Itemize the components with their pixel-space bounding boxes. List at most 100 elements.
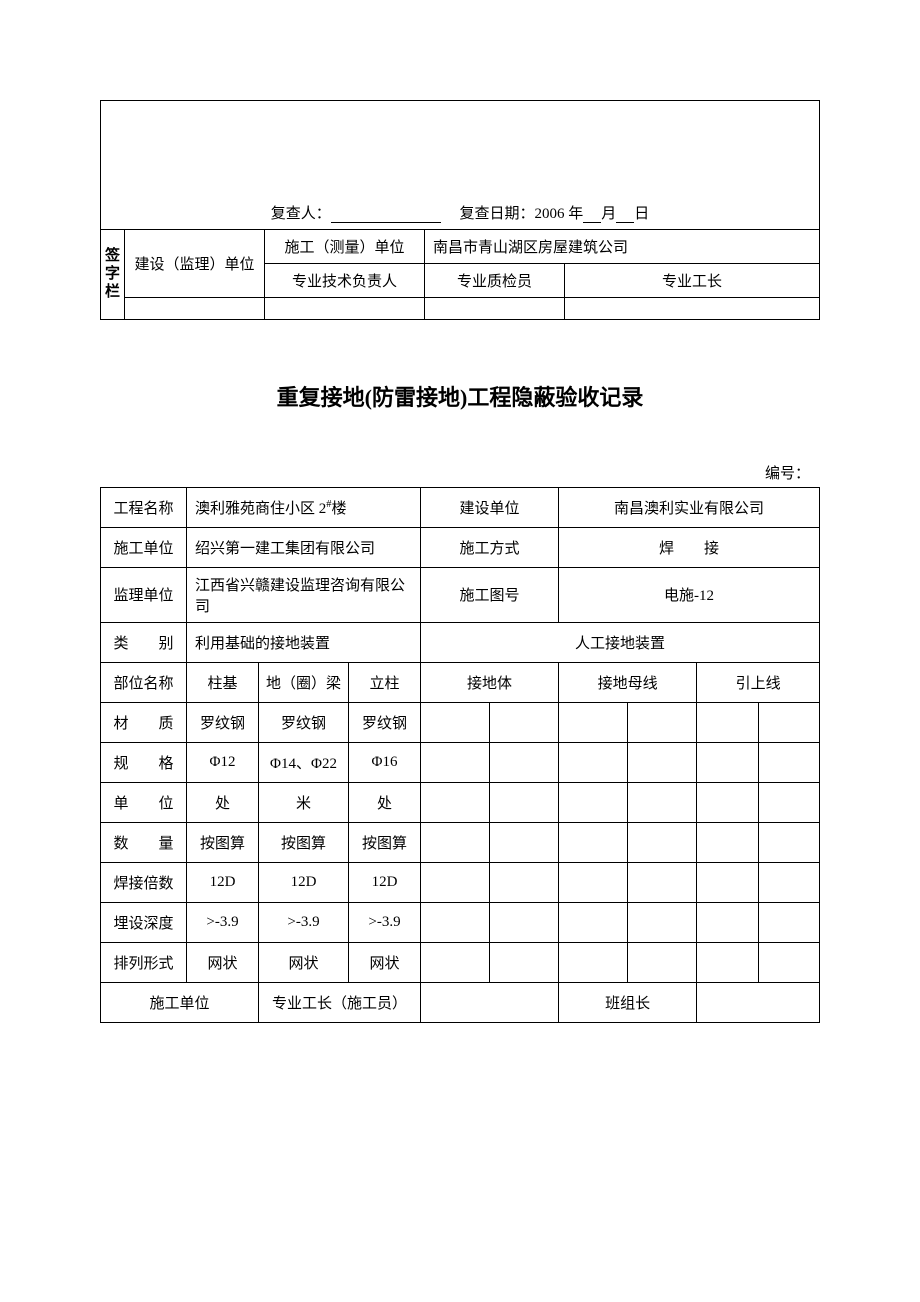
table-cell [697, 702, 758, 742]
day-blank [616, 209, 634, 223]
table-cell [697, 902, 758, 942]
table-cell: 罗纹钢 [259, 702, 349, 742]
table-cell [490, 742, 559, 782]
table-cell: 罗纹钢 [349, 702, 421, 742]
recheck-row: 复查人： 复查日期：2006 年月日 [101, 196, 820, 229]
table-cell: >-3.9 [187, 902, 259, 942]
row-label: 焊接倍数 [101, 862, 187, 902]
table-cell: Φ12 [187, 742, 259, 782]
table-cell [697, 782, 758, 822]
table-cell [758, 782, 819, 822]
table-cell [758, 942, 819, 982]
data-rows-body: 材 质罗纹钢罗纹钢罗纹钢规 格Φ12Φ14、Φ22Φ16单 位处米处数 量按图算… [101, 702, 820, 982]
month-blank [583, 209, 601, 223]
table-cell [758, 862, 819, 902]
table-cell: 12D [349, 862, 421, 902]
col-header-yinshangxian: 引上线 [697, 662, 820, 702]
table-cell [628, 942, 697, 982]
table-cell [421, 702, 490, 742]
prof-quality-inspector-label: 专业质检员 [425, 263, 565, 297]
project-name-label: 工程名称 [101, 487, 187, 527]
table-cell [697, 862, 758, 902]
category-right-value: 人工接地装置 [421, 622, 820, 662]
table-cell [628, 902, 697, 942]
col-header-diquanliang: 地（圈）梁 [259, 662, 349, 702]
footer-blank-2 [697, 982, 820, 1022]
table-cell: 处 [349, 782, 421, 822]
table-cell: 网状 [349, 942, 421, 982]
footer-prof-foreman-label: 专业工长（施工员） [259, 982, 421, 1022]
document-title: 重复接地(防雷接地)工程隐蔽验收记录 [100, 380, 820, 412]
table-cell [421, 822, 490, 862]
table-cell [559, 702, 628, 742]
drawing-no-label: 施工图号 [421, 567, 559, 622]
sig-blank-1 [125, 297, 265, 319]
recheck-person-blank [331, 209, 441, 223]
table-cell [559, 782, 628, 822]
part-name-label: 部位名称 [101, 662, 187, 702]
table-cell [628, 702, 697, 742]
col-header-zhuji: 柱基 [187, 662, 259, 702]
table-cell [421, 742, 490, 782]
row-label: 数 量 [101, 822, 187, 862]
table-cell [490, 902, 559, 942]
col-header-lizhu: 立柱 [349, 662, 421, 702]
table-cell: 网状 [187, 942, 259, 982]
sig-blank-3 [425, 297, 565, 319]
table-cell [559, 822, 628, 862]
construction-method-label: 施工方式 [421, 527, 559, 567]
table-cell [559, 742, 628, 782]
project-name-value: 澳利雅苑商住小区 2#楼 [187, 487, 421, 527]
table-cell: Φ14、Φ22 [259, 742, 349, 782]
table-cell [490, 782, 559, 822]
table-cell [421, 782, 490, 822]
table-row: 单 位处米处 [101, 782, 820, 822]
table-cell [697, 742, 758, 782]
table-row: 埋设深度>-3.9>-3.9>-3.9 [101, 902, 820, 942]
table-cell [758, 902, 819, 942]
prof-foreman-label: 专业工长 [565, 263, 820, 297]
footer-construction-unit-label: 施工单位 [101, 982, 259, 1022]
table-cell [758, 702, 819, 742]
construction-measurement-unit-value: 南昌市青山湖区房屋建筑公司 [425, 229, 820, 263]
construction-supervision-unit-label: 建设（监理）单位 [125, 229, 265, 297]
table-cell [421, 862, 490, 902]
table-cell [697, 822, 758, 862]
construction-unit-value: 绍兴第一建工集团有限公司 [187, 527, 421, 567]
table-cell: >-3.9 [349, 902, 421, 942]
table-cell: 按图算 [349, 822, 421, 862]
prof-tech-leader-label: 专业技术负责人 [265, 263, 425, 297]
table-cell [490, 702, 559, 742]
day-label: 日 [634, 206, 649, 222]
row-label: 单 位 [101, 782, 187, 822]
table-cell [559, 902, 628, 942]
table-cell [421, 942, 490, 982]
table-row: 数 量按图算按图算按图算 [101, 822, 820, 862]
table-cell: 12D [187, 862, 259, 902]
table-cell [559, 942, 628, 982]
construction-unit-label: 施工单位 [101, 527, 187, 567]
table-row: 焊接倍数12D12D12D [101, 862, 820, 902]
table-cell [421, 902, 490, 942]
category-label: 类 别 [101, 622, 187, 662]
signature-vert-header: 签字栏 [101, 229, 125, 319]
table-cell [697, 942, 758, 982]
table-cell [559, 862, 628, 902]
drawing-no-value: 电施-12 [559, 567, 820, 622]
table-cell: 按图算 [259, 822, 349, 862]
table-cell: >-3.9 [259, 902, 349, 942]
construction-method-value: 焊 接 [559, 527, 820, 567]
signature-table: 签字栏 建设（监理）单位 施工（测量）单位 南昌市青山湖区房屋建筑公司 专业技术… [100, 229, 820, 320]
table-cell: Φ16 [349, 742, 421, 782]
table-row: 材 质罗纹钢罗纹钢罗纹钢 [101, 702, 820, 742]
category-left-value: 利用基础的接地装置 [187, 622, 421, 662]
table-cell [628, 782, 697, 822]
table-cell [490, 822, 559, 862]
sig-blank-4 [565, 297, 820, 319]
recheck-person-label: 复查人： [271, 206, 331, 222]
number-label: 编号： [100, 462, 820, 483]
top-table: 复查人： 复查日期：2006 年月日 [100, 100, 820, 229]
month-label: 月 [601, 206, 616, 222]
supervision-unit-label: 监理单位 [101, 567, 187, 622]
build-unit-value: 南昌澳利实业有限公司 [559, 487, 820, 527]
